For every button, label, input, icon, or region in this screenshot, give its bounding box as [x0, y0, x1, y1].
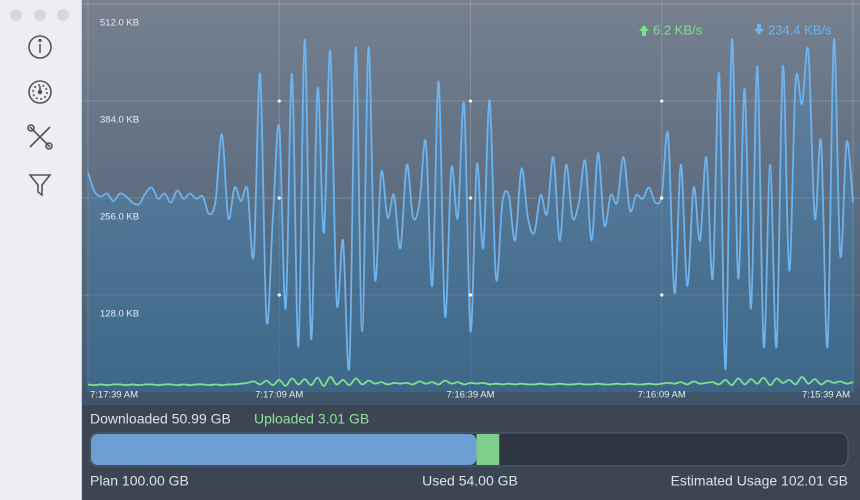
downloaded-label: Downloaded 50.99 GB — [90, 411, 231, 427]
x-tick-label: 7:17:09 AM — [255, 390, 303, 401]
plot-area — [82, 0, 860, 392]
grid-dot — [660, 99, 664, 103]
used-label: Used 54.00 GB — [422, 473, 518, 489]
uploaded-label: Uploaded 3.01 GB — [254, 411, 369, 427]
close-button[interactable] — [10, 9, 22, 21]
info-icon[interactable] — [28, 35, 52, 59]
usage-bar-segment — [476, 434, 500, 465]
estimated-label: Estimated Usage 102.01 GB — [671, 473, 848, 489]
rate-arrow — [754, 24, 764, 35]
grid-dot — [660, 293, 664, 297]
series-line — [87, 375, 854, 387]
grid-dot — [468, 196, 473, 200]
x-tick-label: 7:15:39 AM — [802, 390, 850, 401]
grid-dot — [660, 196, 664, 200]
rate-label: 6.2 KB/s — [653, 22, 703, 37]
grid-dot — [277, 293, 281, 297]
y-tick-label: 128.0 KB — [100, 309, 139, 320]
x-tick-label: 7:16:09 AM — [638, 390, 686, 401]
gauge-icon[interactable] — [28, 80, 52, 104]
grid-dot — [277, 196, 281, 200]
grid-dot — [277, 99, 281, 103]
zoom-button[interactable] — [57, 9, 69, 21]
y-tick-label: 384.0 KB — [100, 115, 139, 126]
filter-icon[interactable] — [28, 174, 52, 197]
y-tick-label: 512.0 KB — [100, 18, 139, 29]
rate-label: 234.4 KB/s — [768, 22, 832, 37]
sidebar — [0, 0, 82, 500]
x-tick-label: 7:17:39 AM — [90, 390, 138, 401]
minimize-button[interactable] — [34, 9, 46, 21]
plan-label: Plan 100.00 GB — [90, 473, 189, 489]
rate-arrow — [639, 25, 649, 36]
series-line — [87, 38, 854, 371]
y-tick-label: 256.0 KB — [100, 212, 139, 223]
grid-dot — [468, 293, 473, 297]
tools-icon[interactable] — [27, 124, 53, 150]
usage-bar-segment — [91, 434, 477, 465]
grid-dot — [468, 99, 473, 103]
x-tick-label: 7:16:39 AM — [446, 390, 494, 401]
